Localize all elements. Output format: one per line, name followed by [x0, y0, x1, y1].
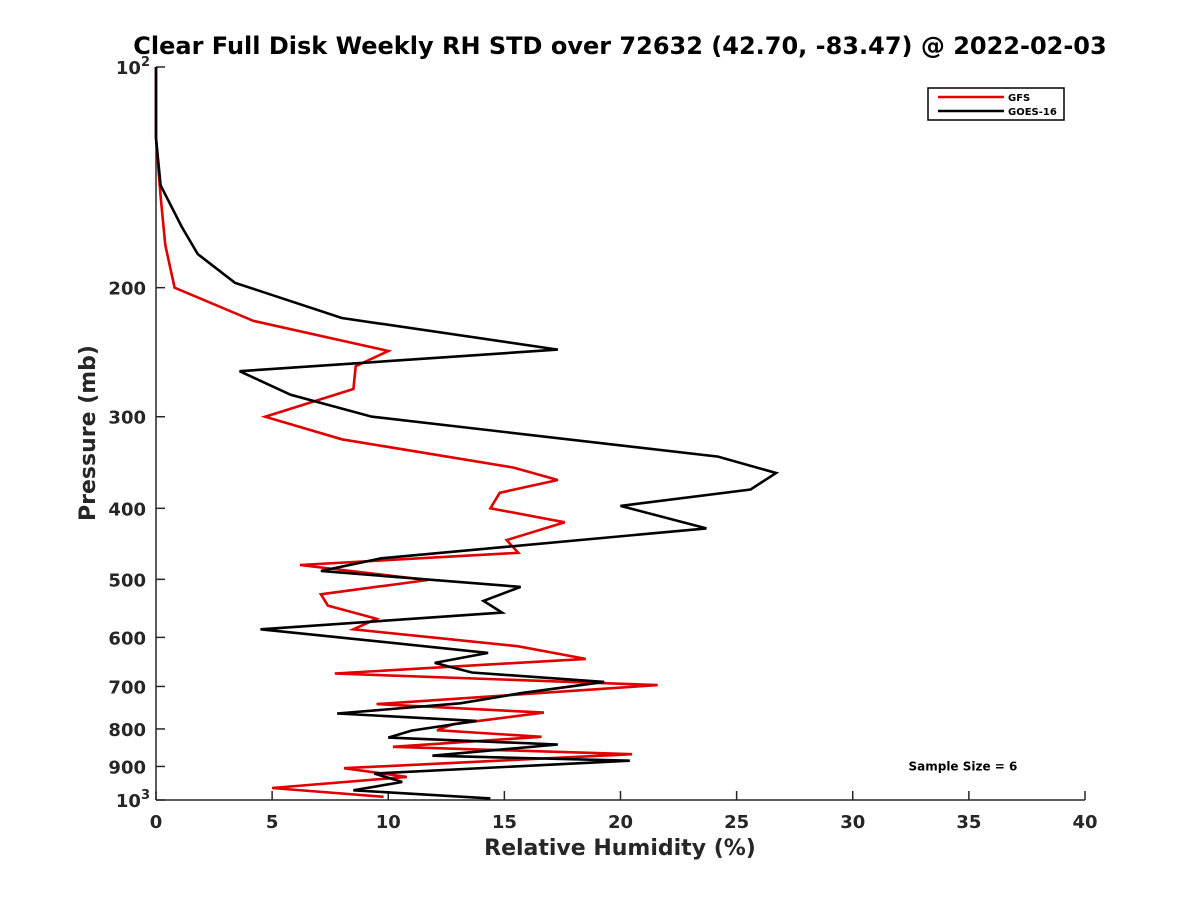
y-tick-label: 600 — [108, 628, 146, 649]
x-tick-label: 40 — [1072, 812, 1097, 833]
y-axis-label: Pressure (mb) — [76, 345, 101, 521]
y-tick-label: 900 — [108, 757, 146, 778]
y-tick-label: 103 — [116, 788, 150, 812]
x-tick-label: 5 — [266, 812, 279, 833]
x-tick-label: 30 — [840, 812, 865, 833]
x-tick-label: 15 — [492, 812, 517, 833]
legend-label: GOES-16 — [1008, 107, 1057, 118]
x-tick-label: 10 — [376, 812, 401, 833]
annotations-layer: Sample Size = 6 — [908, 759, 1017, 773]
y-tick-label: 400 — [108, 499, 146, 520]
chart-title: Clear Full Disk Weekly RH STD over 72632… — [133, 32, 1106, 60]
y-tick-label: 800 — [108, 720, 146, 741]
y-tick-label: 200 — [108, 279, 146, 300]
x-axis-label: Relative Humidity (%) — [484, 836, 756, 861]
plot-axes: 0 5 10 15 20 25 30 35 40 102 200 300 400 500 600 700 800… — [108, 55, 1097, 833]
y-tick-label: 500 — [108, 570, 146, 591]
x-tick-label: 25 — [724, 812, 749, 833]
y-tick-label: 700 — [108, 677, 146, 698]
series-line-gfs — [154, 67, 658, 799]
legend-box — [927, 87, 1065, 121]
x-tick-label: 35 — [956, 812, 981, 833]
x-tick-label: 20 — [608, 812, 633, 833]
legend-label: GFS — [1008, 93, 1030, 104]
y-tick-label: 102 — [116, 55, 150, 79]
series-layer — [154, 67, 780, 800]
y-tick-label: 300 — [108, 408, 146, 429]
x-tick-label: 0 — [150, 812, 163, 833]
legend: GFS GOES-16 — [927, 87, 1065, 121]
series-line-goes-16 — [154, 67, 780, 800]
sample-size-annotation: Sample Size = 6 — [908, 759, 1017, 773]
